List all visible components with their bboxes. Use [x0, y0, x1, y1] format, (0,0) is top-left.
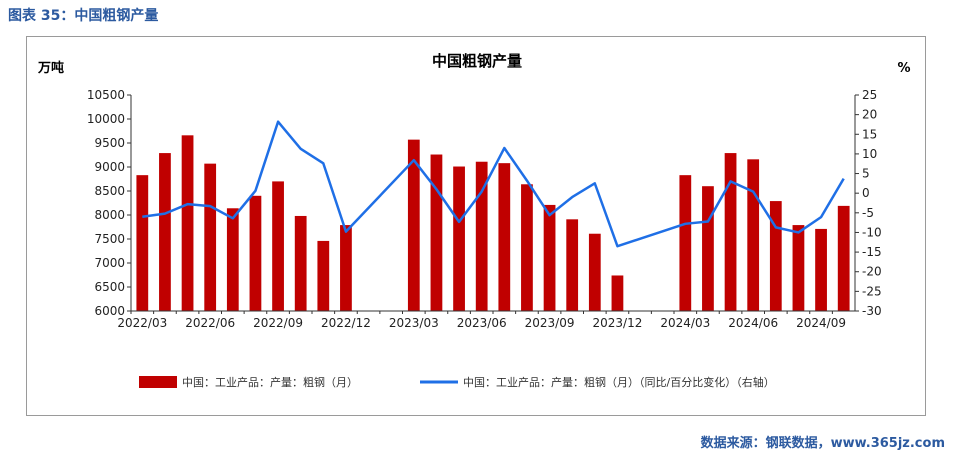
left-tick-label: 10500: [87, 88, 125, 102]
bar: [453, 166, 465, 311]
right-tick-label: -5: [862, 206, 874, 220]
left-tick-label: 7500: [94, 232, 125, 246]
bar: [294, 215, 307, 311]
bar: [407, 139, 420, 311]
left-tick-label: 9500: [94, 136, 125, 150]
x-tick-label: 2023/09: [525, 316, 575, 330]
bar: [611, 275, 624, 311]
bar: [724, 153, 737, 311]
right-tick-label: -20: [862, 265, 882, 279]
chart-svg: 中国粗钢产量 万吨 % 6000 6500 7000 7500 8000 8500 9000…: [37, 52, 911, 389]
left-tick-label: 7000: [94, 256, 125, 270]
source-note: 数据来源：钢联数据，www.365jz.com: [700, 436, 945, 451]
bar: [340, 225, 352, 311]
figure-heading: 图表 35：中国粗钢产量: [8, 8, 159, 24]
bar: [792, 225, 805, 311]
x-tick-label: 2022/09: [253, 316, 303, 330]
left-tick-label: 8500: [94, 184, 125, 198]
x-tick-label: 2022/12: [321, 316, 371, 330]
bar: [272, 181, 284, 311]
bar: [430, 154, 443, 311]
bar: [747, 159, 760, 311]
legend-bar-swatch: [139, 376, 177, 388]
bar: [588, 233, 601, 311]
bar: [204, 163, 217, 311]
x-tick-label: 2024/06: [728, 316, 778, 330]
left-tick-label: 6500: [94, 280, 125, 294]
bar: [249, 195, 262, 311]
bar: [543, 204, 556, 311]
bar: [521, 184, 533, 311]
bar: [317, 240, 330, 311]
bar: [159, 153, 171, 311]
right-tick-label: -30: [862, 304, 882, 318]
bar: [566, 219, 579, 311]
left-tick-label: 10000: [87, 112, 125, 126]
bar: [181, 135, 194, 311]
right-tick-label: 0: [862, 186, 870, 200]
left-tick-label: 9000: [94, 160, 125, 174]
x-tick-label: 2023/12: [593, 316, 643, 330]
bar: [498, 163, 511, 311]
x-tick-label: 2023/06: [457, 316, 507, 330]
x-tick-label: 2024/03: [660, 316, 710, 330]
right-axis-unit: %: [897, 61, 910, 76]
right-tick-label: 10: [862, 147, 877, 161]
left-tick-label: 8000: [94, 208, 125, 222]
bar: [769, 201, 782, 311]
right-tick-label: -25: [862, 284, 882, 298]
left-tick-label: 6000: [94, 304, 125, 318]
right-tick-label: -15: [862, 245, 882, 259]
bar: [837, 205, 850, 311]
x-tick-label: 2022/03: [117, 316, 167, 330]
right-tick-label: 25: [862, 88, 877, 102]
right-tick-label: 15: [862, 127, 877, 141]
x-tick-label: 2022/06: [185, 316, 235, 330]
right-tick-label: 20: [862, 108, 877, 122]
chart-title: 中国粗钢产量: [432, 52, 522, 70]
series-line-yoy: [142, 120, 845, 248]
bar: [136, 175, 149, 311]
right-tick-label: 5: [862, 167, 870, 181]
left-axis-unit: 万吨: [37, 60, 64, 76]
bar: [475, 161, 488, 311]
x-tick-label: 2023/03: [389, 316, 439, 330]
x-tick-label: 2024/09: [796, 316, 846, 330]
bar: [702, 186, 714, 311]
legend-bar-label: 中国：工业产品：产量：粗钢（月）: [182, 375, 358, 389]
bar: [815, 228, 827, 311]
bar: [679, 175, 692, 311]
chart-frame: 中国粗钢产量 万吨 % 6000 6500 7000 7500 8000 8500 9000…: [26, 36, 926, 416]
legend-line-label: 中国：工业产品：产量：粗钢（月）（同比/百分比变化）（右轴）: [463, 375, 775, 389]
bar: [226, 208, 239, 311]
right-tick-label: -10: [862, 225, 882, 239]
